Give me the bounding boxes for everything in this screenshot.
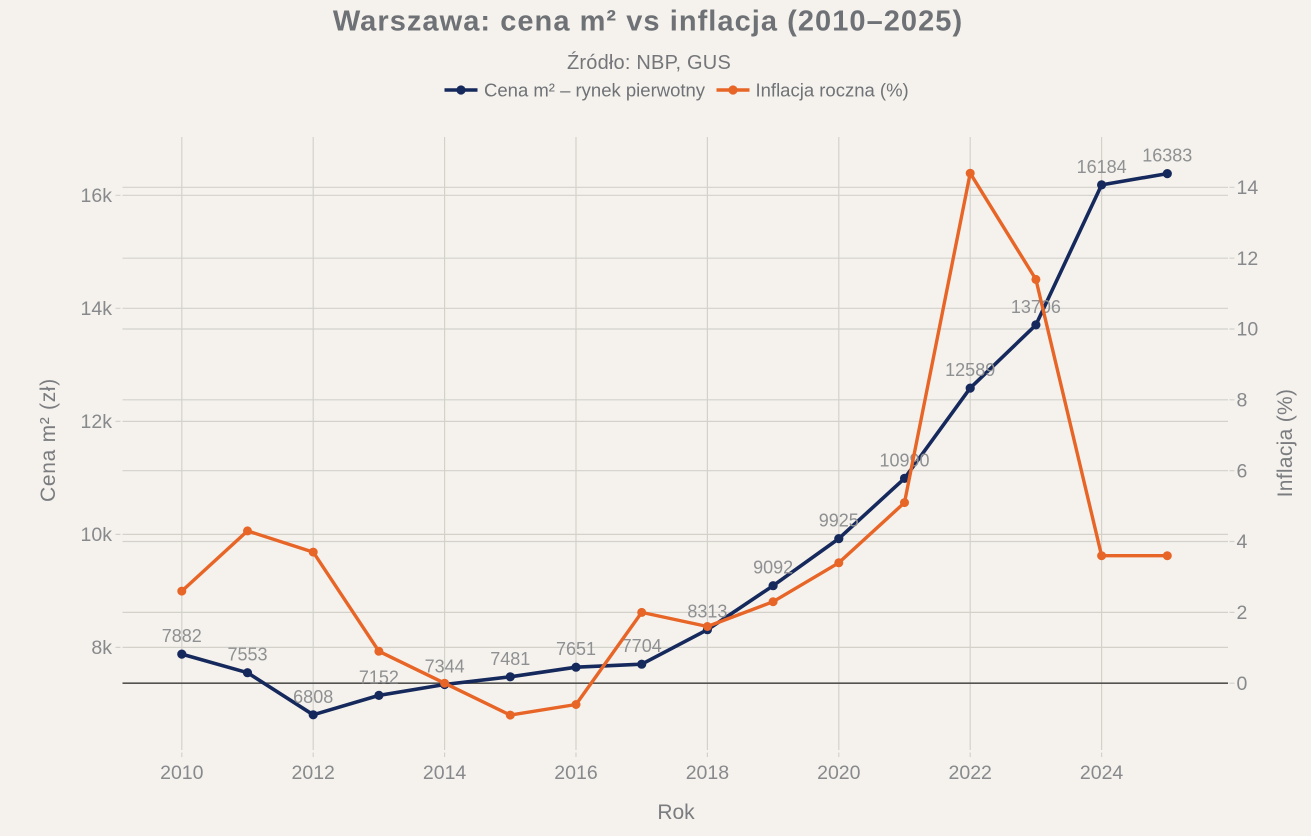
- svg-text:8k: 8k: [91, 637, 112, 659]
- svg-text:10: 10: [1237, 319, 1259, 341]
- svg-text:7344: 7344: [425, 657, 465, 677]
- svg-text:Cena m² – rynek pierwotny: Cena m² – rynek pierwotny: [484, 80, 706, 101]
- svg-text:16k: 16k: [81, 185, 113, 207]
- svg-text:12589: 12589: [945, 360, 995, 380]
- svg-text:7704: 7704: [622, 636, 662, 656]
- svg-text:2012: 2012: [292, 762, 335, 784]
- svg-text:7481: 7481: [490, 649, 530, 669]
- svg-text:16383: 16383: [1142, 146, 1192, 166]
- svg-text:4: 4: [1237, 531, 1248, 553]
- svg-text:16184: 16184: [1077, 157, 1127, 177]
- svg-text:Rok: Rok: [657, 801, 695, 824]
- svg-text:7651: 7651: [556, 639, 596, 659]
- svg-text:2016: 2016: [554, 762, 597, 784]
- svg-text:8313: 8313: [687, 602, 727, 622]
- svg-text:0: 0: [1237, 673, 1248, 695]
- svg-text:2: 2: [1237, 602, 1248, 624]
- svg-text:7553: 7553: [227, 645, 267, 665]
- svg-text:12: 12: [1237, 248, 1259, 270]
- svg-text:12k: 12k: [81, 411, 113, 433]
- svg-text:9092: 9092: [753, 558, 793, 578]
- svg-text:Warszawa: cena m² vs inflacja: Warszawa: cena m² vs inflacja (2010–2025…: [333, 6, 963, 38]
- svg-text:Inflacja (%): Inflacja (%): [1274, 389, 1297, 498]
- svg-text:2024: 2024: [1080, 762, 1124, 784]
- svg-text:2010: 2010: [160, 762, 204, 784]
- svg-text:8: 8: [1237, 390, 1248, 412]
- svg-text:Źródło: NBP, GUS: Źródło: NBP, GUS: [567, 51, 731, 74]
- svg-text:14k: 14k: [81, 298, 113, 320]
- svg-text:Inflacja roczna (%): Inflacja roczna (%): [756, 80, 909, 101]
- svg-text:2022: 2022: [949, 762, 992, 784]
- svg-text:6808: 6808: [293, 687, 333, 707]
- svg-text:2018: 2018: [686, 762, 729, 784]
- svg-text:6: 6: [1237, 460, 1248, 482]
- svg-text:2020: 2020: [817, 762, 861, 784]
- svg-text:7152: 7152: [359, 667, 399, 687]
- svg-text:Cena m² (zł): Cena m² (zł): [37, 378, 60, 502]
- svg-text:10990: 10990: [879, 450, 929, 470]
- svg-text:7882: 7882: [162, 626, 202, 646]
- svg-text:13706: 13706: [1011, 297, 1061, 317]
- svg-text:10k: 10k: [81, 524, 113, 546]
- svg-text:2014: 2014: [423, 762, 467, 784]
- svg-text:9925: 9925: [819, 511, 859, 531]
- svg-text:14: 14: [1237, 177, 1259, 199]
